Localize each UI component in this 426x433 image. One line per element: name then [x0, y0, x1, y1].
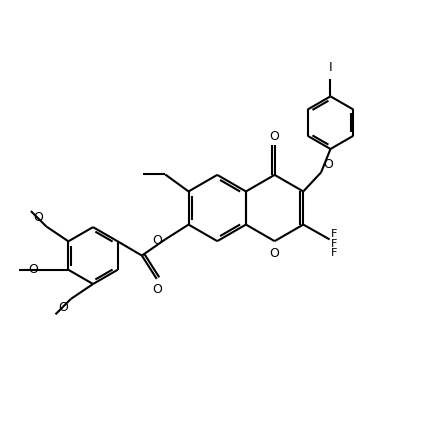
Text: O: O [34, 211, 43, 224]
Text: F: F [331, 248, 338, 258]
Text: O: O [28, 263, 38, 276]
Text: O: O [270, 248, 279, 261]
Text: O: O [58, 301, 68, 314]
Text: O: O [270, 129, 279, 142]
Text: I: I [328, 61, 332, 74]
Text: F: F [331, 229, 338, 239]
Text: O: O [153, 234, 162, 247]
Text: F: F [331, 239, 338, 249]
Text: O: O [324, 158, 334, 171]
Text: O: O [152, 283, 161, 296]
